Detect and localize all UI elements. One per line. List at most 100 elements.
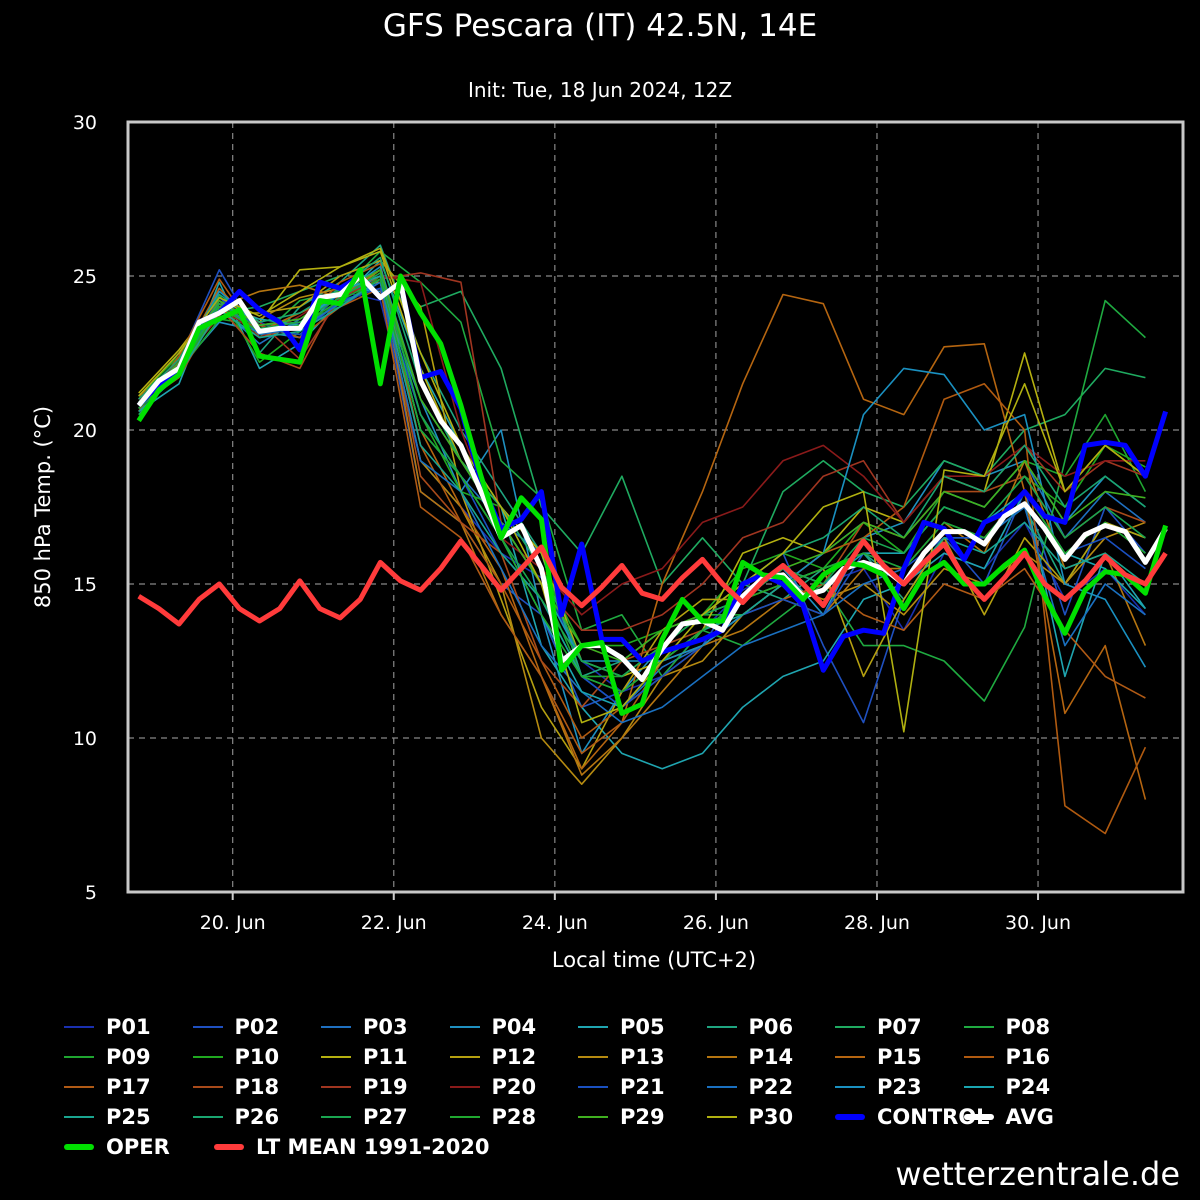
legend-label: P17 xyxy=(106,1075,151,1099)
legend-item-p18: P18 xyxy=(192,1072,280,1102)
legend-item-p19: P19 xyxy=(321,1072,408,1102)
legend-swatch xyxy=(321,1026,351,1028)
legend-label: P08 xyxy=(1005,1015,1051,1039)
legend-item-p30: P30 xyxy=(706,1102,794,1132)
legend-item-p08: P08 xyxy=(963,1012,1051,1042)
chart-svg: 5 10 15 20 25 30 20. Jun 22. Jun 24. Jun 26. Jun 2… xyxy=(31,112,1185,972)
legend-swatch xyxy=(192,1026,223,1028)
legend-label: P21 xyxy=(620,1075,665,1099)
legend-swatch xyxy=(192,1086,223,1088)
legend-swatch xyxy=(578,1026,608,1028)
member-line-p25 xyxy=(138,278,1146,693)
legend-item-p03: P03 xyxy=(321,1012,408,1042)
legend-swatch xyxy=(192,1116,223,1118)
x-tick-label: 26. Jun xyxy=(683,912,749,934)
legend-item-p29: P29 xyxy=(578,1102,665,1132)
legend-label: P22 xyxy=(748,1075,794,1099)
legend-swatch xyxy=(321,1086,351,1088)
legend-label: P24 xyxy=(1005,1075,1051,1099)
y-tick-label: 15 xyxy=(73,574,97,596)
legend-item-p16: P16 xyxy=(963,1042,1050,1072)
legend-item-oper: OPER xyxy=(64,1132,170,1162)
legend-label: P20 xyxy=(491,1075,537,1099)
legend-item-p07: P07 xyxy=(835,1012,922,1042)
y-tick-label: 20 xyxy=(73,420,97,442)
legend-swatch xyxy=(578,1116,608,1118)
brand-watermark: wetterzentrale.de xyxy=(895,1155,1180,1193)
legend-item-p23: P23 xyxy=(835,1072,922,1102)
legend-swatch xyxy=(64,1026,94,1028)
legend-label: P07 xyxy=(877,1015,922,1039)
y-tick-label: 25 xyxy=(73,266,97,288)
series-lines xyxy=(136,244,1168,835)
legend-label: P01 xyxy=(106,1015,151,1039)
legend-swatch xyxy=(706,1026,737,1028)
legend-label: OPER xyxy=(106,1135,170,1159)
legend-label: P04 xyxy=(491,1015,537,1039)
legend-item-p14: P14 xyxy=(706,1042,793,1072)
axes: 5 10 15 20 25 30 20. Jun 22. Jun 24. Jun 26. Jun 2… xyxy=(73,112,1071,934)
member-line-p07 xyxy=(138,259,1146,585)
legend-item-p22: P22 xyxy=(706,1072,794,1102)
legend-swatch xyxy=(706,1086,737,1088)
legend-label: P11 xyxy=(363,1045,408,1069)
legend-swatch xyxy=(449,1116,480,1118)
legend-label: P05 xyxy=(620,1015,665,1039)
legend-swatch xyxy=(835,1056,865,1058)
legend-swatch xyxy=(963,1086,994,1088)
legend-label: P19 xyxy=(363,1075,408,1099)
member-line-p20 xyxy=(138,275,1146,616)
legend-swatch xyxy=(835,1086,865,1088)
legend-swatch xyxy=(578,1086,608,1088)
legend-swatch xyxy=(64,1116,94,1118)
legend-swatch xyxy=(835,1026,865,1028)
legend-label: P28 xyxy=(491,1105,537,1129)
legend-label: P13 xyxy=(620,1045,665,1069)
legend-swatch xyxy=(321,1056,351,1058)
legend-label: P30 xyxy=(748,1105,794,1129)
member-line-p15 xyxy=(138,275,1147,800)
legend-label: P26 xyxy=(234,1105,280,1129)
member-line-p28 xyxy=(138,278,1146,693)
legend-swatch xyxy=(706,1116,737,1118)
legend-swatch xyxy=(449,1056,480,1058)
legend-label: P18 xyxy=(234,1075,280,1099)
legend-item-p09: P09 xyxy=(64,1042,151,1072)
legend-item-p25: P25 xyxy=(64,1102,151,1132)
y-tick-label: 30 xyxy=(73,112,97,134)
legend-label: P10 xyxy=(234,1045,280,1069)
plot-frame xyxy=(126,120,1185,894)
legend-label: P27 xyxy=(363,1105,408,1129)
legend-item-p10: P10 xyxy=(192,1042,280,1072)
legend-label: AVG xyxy=(1005,1105,1054,1129)
legend-swatch xyxy=(214,1144,244,1150)
legend-item-p04: P04 xyxy=(449,1012,537,1042)
x-tick-label: 28. Jun xyxy=(844,912,910,934)
legend-label: P02 xyxy=(234,1015,280,1039)
chart-title: GFS Pescara (IT) 42.5N, 14E xyxy=(382,8,818,44)
member-line-p30 xyxy=(138,247,1146,733)
legend-swatch xyxy=(449,1086,480,1088)
legend-label: P25 xyxy=(106,1105,151,1129)
series-line-oper xyxy=(136,267,1168,716)
legend-swatch xyxy=(64,1056,94,1058)
series-line-lt-mean-1991-2020 xyxy=(137,538,1168,627)
legend-item-p11: P11 xyxy=(321,1042,408,1072)
legend-item-p26: P26 xyxy=(192,1102,280,1132)
legend-swatch xyxy=(835,1114,865,1120)
legend-swatch xyxy=(963,1114,994,1120)
member-line-p22 xyxy=(138,281,1146,724)
legend-item-p02: P02 xyxy=(192,1012,280,1042)
legend-swatch xyxy=(963,1056,994,1058)
legend-item-p13: P13 xyxy=(578,1042,665,1072)
member-line-p13 xyxy=(138,281,1146,786)
legend-label: P09 xyxy=(106,1045,151,1069)
x-tick-label: 30. Jun xyxy=(1005,912,1071,934)
legend-swatch xyxy=(706,1056,737,1058)
x-axis-label: Local time (UTC+2) xyxy=(552,948,756,972)
legend-swatch xyxy=(963,1026,994,1028)
legend-swatch xyxy=(64,1144,94,1150)
legend-item-avg: AVG xyxy=(963,1102,1054,1132)
legend-item-p27: P27 xyxy=(321,1102,408,1132)
member-line-p24 xyxy=(138,275,1146,709)
